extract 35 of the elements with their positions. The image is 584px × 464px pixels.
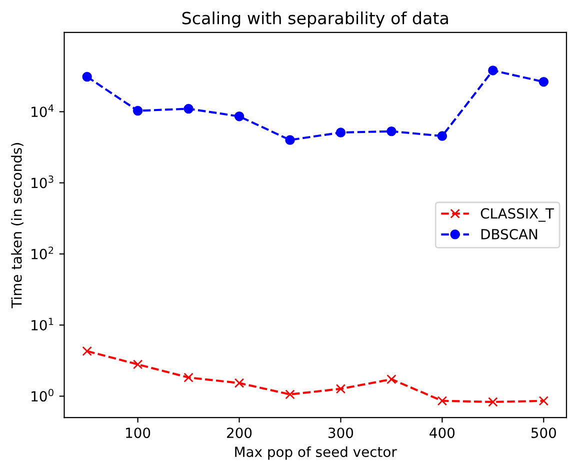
point — [336, 384, 346, 394]
point — [488, 397, 498, 407]
point — [386, 126, 396, 136]
y-tick-label: 10$^{0}$ — [32, 388, 54, 402]
point — [184, 372, 194, 382]
point — [184, 104, 194, 114]
legend-label: CLASSIX_T — [480, 208, 554, 222]
y-tick-label: 10$^{3}$ — [32, 175, 54, 188]
point — [538, 76, 549, 87]
x-tick-label: 200 — [227, 428, 252, 438]
y-tick-label: 10$^{2}$ — [32, 246, 54, 260]
point — [285, 135, 295, 145]
point — [82, 72, 92, 82]
point — [82, 346, 92, 356]
y-tick-label: 10$^{4}$ — [32, 104, 54, 118]
x-tick-label: 100 — [126, 428, 150, 438]
y-axis-title: Time taken (in seconds) — [11, 143, 24, 308]
x-tick-label: 400 — [430, 428, 455, 438]
point — [437, 131, 448, 141]
x-tick-label: 300 — [328, 428, 354, 438]
point — [132, 106, 143, 116]
legend-label: DBSCAN — [481, 228, 538, 240]
x-axis-title: Max pop of seed vector — [235, 446, 397, 460]
x-tick-label: 500 — [531, 428, 556, 438]
point — [234, 378, 244, 388]
y-tick-label: 10$^{1}$ — [32, 318, 54, 330]
point — [437, 396, 448, 406]
point — [386, 374, 396, 384]
point — [336, 128, 346, 138]
point — [285, 390, 295, 400]
point — [234, 112, 244, 122]
point — [538, 396, 549, 406]
chart-title: Scaling with separability of data — [182, 11, 448, 28]
point — [488, 66, 498, 76]
point — [132, 360, 143, 370]
